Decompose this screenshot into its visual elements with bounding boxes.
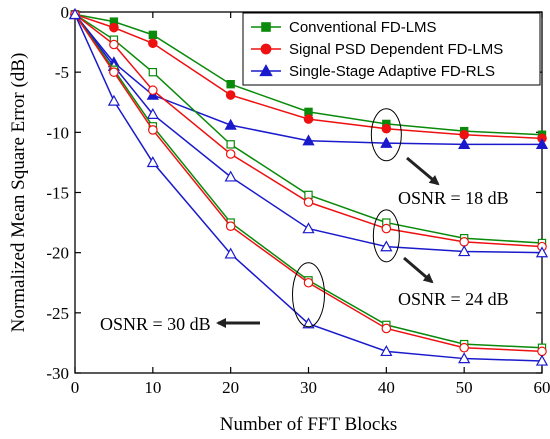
data-point <box>537 346 547 357</box>
legend-label: Single-Stage Adaptive FD-RLS <box>289 63 495 80</box>
data-point <box>224 170 237 182</box>
legend-label: Signal PSD Dependent FD-LMS <box>289 41 503 58</box>
data-point <box>225 149 236 159</box>
series-line <box>74 13 543 248</box>
legend-label: Conventional FD-LMS <box>289 19 437 36</box>
series-1-circle <box>70 9 547 144</box>
series-line <box>74 13 543 353</box>
data-point <box>459 342 469 353</box>
data-point <box>224 247 237 259</box>
data-point <box>148 30 158 40</box>
data-point <box>459 237 469 247</box>
series-line <box>74 13 543 254</box>
data-point <box>109 22 119 33</box>
legend-entry: Conventional FD-LMS <box>251 19 437 36</box>
legend-entry: Single-Stage Adaptive FD-RLS <box>251 63 495 80</box>
y-tick-label: 0 <box>61 3 70 22</box>
data-point <box>109 67 119 77</box>
osnr-ellipse <box>372 209 400 263</box>
legend-box <box>242 12 541 86</box>
legend-marker <box>260 43 272 55</box>
legend-marker <box>259 64 273 77</box>
y-tick-label: -25 <box>46 304 69 323</box>
series-line <box>74 14 543 362</box>
data-point <box>381 123 392 134</box>
data-point <box>380 136 393 148</box>
data-point <box>225 90 236 100</box>
legend: Conventional FD-LMS Signal PSD Dependent … <box>242 12 541 86</box>
data-point <box>381 323 392 334</box>
osnr-ellipse <box>292 262 325 328</box>
x-tick-label: 0 <box>71 378 80 397</box>
series-line <box>74 13 543 136</box>
y-tick-label: -20 <box>46 244 69 263</box>
series-line <box>74 13 543 244</box>
series-line <box>74 13 543 349</box>
data-point <box>303 114 314 124</box>
data-series <box>68 8 549 366</box>
x-tick-label: 10 <box>144 378 161 397</box>
data-point <box>380 345 393 357</box>
data-point <box>109 39 119 50</box>
osnr-label: OSNR = 24 dB <box>398 289 509 309</box>
axes: 0 10 20 30 40 50 60 0 -5 -10 -15 -20 -25 -30 <box>46 3 550 397</box>
x-tick-label: 50 <box>456 378 473 397</box>
data-point <box>226 79 235 89</box>
y-tick-label: -5 <box>55 63 69 82</box>
series-line <box>74 13 542 146</box>
data-point <box>380 240 393 252</box>
data-point <box>148 85 158 96</box>
y-tick-label: -30 <box>46 364 69 383</box>
data-point <box>148 67 158 77</box>
osnr-ellipse <box>370 108 402 162</box>
legend-entry: Signal PSD Dependent FD-LMS <box>251 41 503 58</box>
y-tick-label: -15 <box>46 184 69 203</box>
data-point <box>535 138 549 150</box>
data-point <box>148 125 158 135</box>
data-point <box>458 352 471 364</box>
osnr-label: OSNR = 30 dB <box>100 314 211 334</box>
x-axis-label: Number of FFT Blocks <box>220 414 398 435</box>
annotations: OSNR = 18 dB OSNR = 24 dB OSNR = 30 dB <box>100 108 509 334</box>
data-point <box>458 245 471 257</box>
data-point <box>458 138 471 150</box>
data-point <box>303 197 314 207</box>
legend-marker <box>261 22 271 32</box>
data-point <box>302 317 315 329</box>
series-3-triangle <box>68 8 549 366</box>
osnr-arrow <box>406 156 440 186</box>
x-tick-label: 40 <box>378 378 395 397</box>
data-point <box>226 140 235 149</box>
series-line <box>74 13 543 140</box>
data-point <box>303 277 314 288</box>
data-point <box>68 8 82 20</box>
data-point <box>302 134 315 146</box>
data-point <box>148 38 158 49</box>
x-tick-label: 60 <box>534 378 550 397</box>
series-3-circle <box>70 9 547 357</box>
data-point <box>224 118 237 130</box>
data-point <box>535 354 549 366</box>
y-tick-label: -10 <box>46 123 69 142</box>
x-tick-label: 30 <box>300 378 317 397</box>
osnr-label: OSNR = 18 dB <box>398 188 509 208</box>
data-point <box>225 221 236 231</box>
osnr-arrow <box>403 256 434 284</box>
y-axis-label: Normalized Mean Square Error (dB) <box>8 53 29 333</box>
data-point <box>107 94 121 106</box>
data-point <box>381 223 392 234</box>
data-point <box>302 222 315 234</box>
data-point <box>459 129 469 140</box>
data-point <box>146 107 159 119</box>
data-point <box>535 246 549 258</box>
data-point <box>146 156 159 168</box>
x-tick-label: 20 <box>222 378 239 397</box>
